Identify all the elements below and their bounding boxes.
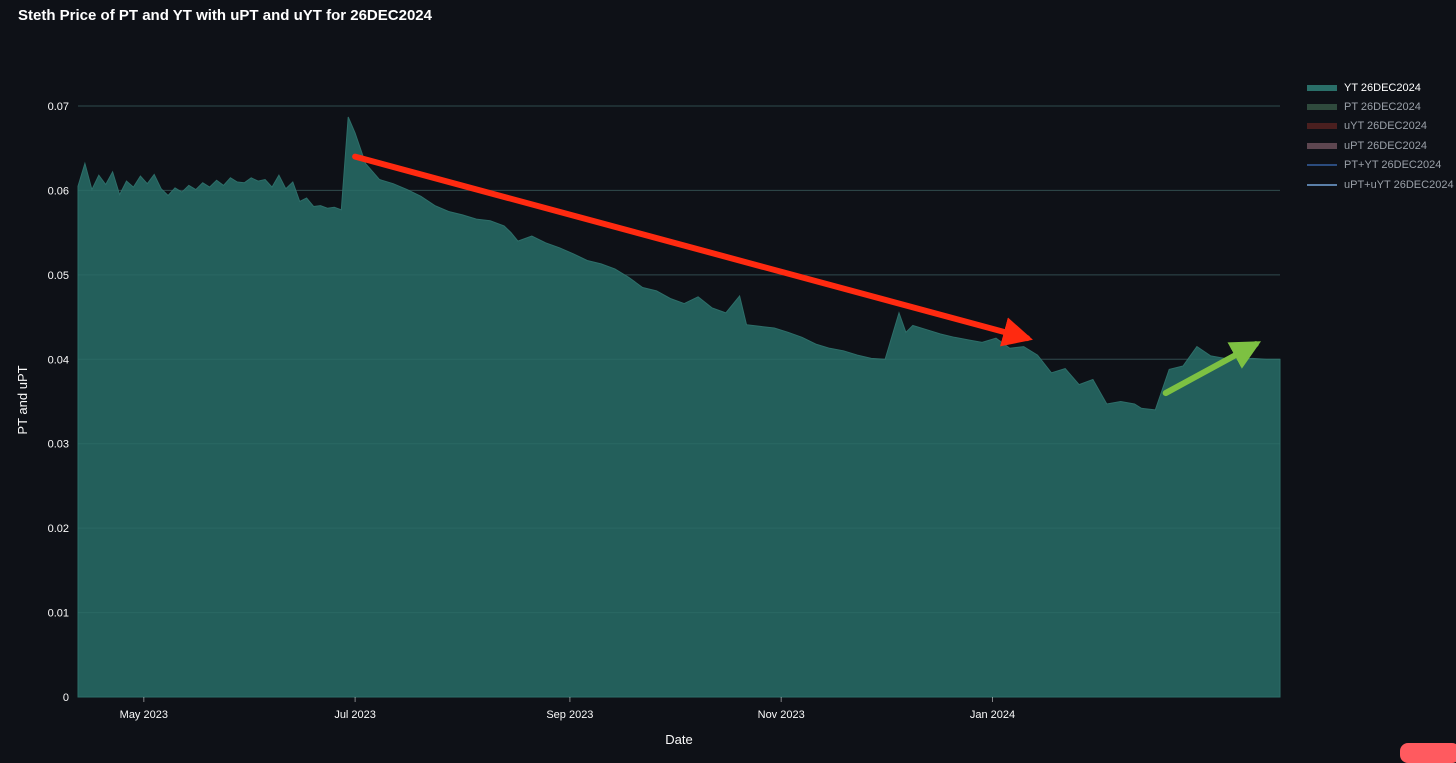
legend-item[interactable]: PT+YT 26DEC2024 bbox=[1307, 156, 1454, 175]
legend-label: uYT 26DEC2024 bbox=[1344, 120, 1427, 133]
legend-swatch bbox=[1307, 104, 1337, 111]
x-axis-label: Date bbox=[665, 732, 692, 747]
x-tick-label: Sep 2023 bbox=[546, 709, 593, 721]
y-tick-label: 0.01 bbox=[48, 608, 69, 620]
legend-label: YT 26DEC2024 bbox=[1344, 81, 1421, 94]
area-series[interactable] bbox=[77, 105, 1281, 698]
y-axis-ticks: 0 0.01 0.02 0.03 0.04 0.05 0.06 0.07 bbox=[48, 101, 69, 704]
legend-swatch bbox=[1307, 123, 1337, 130]
y-tick-label: 0.07 bbox=[48, 101, 69, 113]
x-tick-label: Jul 2023 bbox=[334, 709, 376, 721]
legend-item[interactable]: uPT+uYT 26DEC2024 bbox=[1307, 175, 1454, 194]
legend-item[interactable]: uYT 26DEC2024 bbox=[1307, 117, 1454, 136]
chart-title: Steth Price of PT and YT with uPT and uY… bbox=[18, 7, 432, 24]
corner-button[interactable] bbox=[1400, 743, 1456, 763]
x-tick-label: Nov 2023 bbox=[758, 709, 805, 721]
series-area-yt-26dec2024[interactable] bbox=[77, 116, 1281, 698]
green-trend-arrow bbox=[1162, 341, 1262, 397]
legend-label: uPT 26DEC2024 bbox=[1344, 139, 1427, 152]
y-tick-label: 0 bbox=[63, 692, 69, 704]
legend-item[interactable]: uPT 26DEC2024 bbox=[1307, 136, 1454, 155]
legend-label: uPT+uYT 26DEC2024 bbox=[1344, 178, 1454, 191]
y-tick-label: 0.05 bbox=[48, 270, 69, 282]
legend-label: PT+YT 26DEC2024 bbox=[1344, 159, 1442, 172]
legend-label: PT 26DEC2024 bbox=[1344, 101, 1421, 114]
y-tick-label: 0.02 bbox=[48, 523, 69, 535]
y-tick-label: 0.04 bbox=[48, 354, 69, 366]
legend-item[interactable]: PT 26DEC2024 bbox=[1307, 97, 1454, 116]
legend-swatch bbox=[1307, 142, 1337, 149]
legend-swatch bbox=[1307, 183, 1337, 186]
legend-swatch bbox=[1307, 164, 1337, 167]
y-tick-label: 0.03 bbox=[48, 439, 69, 451]
y-axis-label: PT and uPT bbox=[15, 365, 30, 434]
x-tick-label: May 2023 bbox=[120, 709, 168, 721]
x-axis-ticks: May 2023 Jul 2023 Sep 2023 Nov 2023 Jan 2024 bbox=[120, 697, 1015, 721]
legend-swatch bbox=[1307, 84, 1337, 91]
annotation-arrows bbox=[352, 153, 1262, 397]
x-tick-label: Jan 2024 bbox=[970, 709, 1015, 721]
legend-item[interactable]: YT 26DEC2024 bbox=[1307, 78, 1454, 97]
y-tick-label: 0.06 bbox=[48, 185, 69, 197]
red-trend-arrow bbox=[352, 153, 1033, 347]
chart-legend: YT 26DEC2024 PT 26DEC2024 uYT 26DEC2024 uPT… bbox=[1307, 78, 1454, 194]
